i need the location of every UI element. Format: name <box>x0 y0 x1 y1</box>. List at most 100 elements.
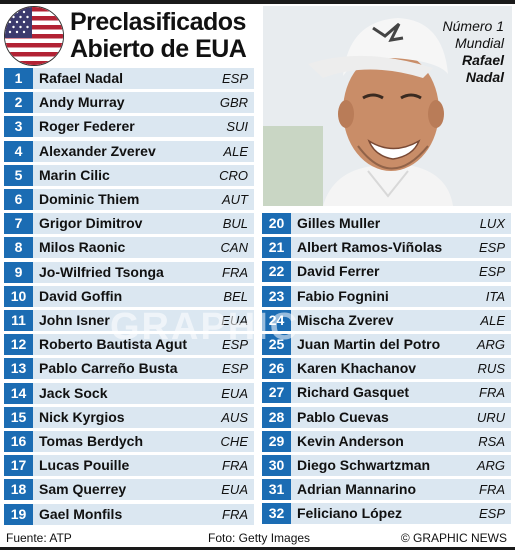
seed-number: 32 <box>262 503 291 525</box>
seed-number: 19 <box>4 503 33 525</box>
country-code: RSA <box>478 433 505 449</box>
country-code: FRA <box>479 482 505 498</box>
country-code: ESP <box>478 240 505 256</box>
seed-number: 21 <box>262 237 291 259</box>
seed-number: 7 <box>4 213 33 235</box>
seed-number: 11 <box>4 310 33 331</box>
page-title: Preclasificados Abierto de EUA <box>70 9 247 63</box>
title-line-2: Abierto de EUA <box>70 35 247 63</box>
seed-row: 6 Dominic Thiem AUT <box>4 189 254 210</box>
country-code: ESP <box>478 506 505 522</box>
country-code: SUI <box>226 119 248 135</box>
country-code: FRA <box>222 264 248 280</box>
seed-number: 30 <box>262 455 291 476</box>
country-code: ESP <box>478 264 505 280</box>
player-name: Albert Ramos-Viñolas <box>297 239 443 256</box>
footer-source: Fuente: ATP <box>6 531 72 545</box>
player-portrait-image <box>263 6 512 206</box>
country-code: ARG <box>476 337 505 352</box>
seed-row: 21 Albert Ramos-Viñolas ESP <box>262 237 511 259</box>
country-code: CHE <box>220 434 248 449</box>
player-name: Milos Raonic <box>39 239 126 256</box>
seed-number: 9 <box>4 261 33 283</box>
player-name: Adrian Mannarino <box>297 481 417 498</box>
player-name: Dominic Thiem <box>39 191 140 207</box>
bottom-rule <box>0 547 515 550</box>
seed-row: 13 Pablo Carreño Busta ESP <box>4 358 254 380</box>
seed-row: 3 Roger Federer SUI <box>4 116 254 138</box>
country-code: EUA <box>221 385 248 401</box>
seed-row: 11 John Isner EUA <box>4 310 254 331</box>
seed-number: 22 <box>262 261 291 283</box>
player-name: Marin Cilic <box>39 166 110 183</box>
seed-row: 12 Roberto Bautista Agut ESP <box>4 334 254 356</box>
player-name: Gael Monfils <box>39 505 123 522</box>
player-name: Diego Schwartzman <box>297 457 431 473</box>
seed-row: 10 David Goffin BEL <box>4 285 254 307</box>
country-code: ARG <box>476 458 505 473</box>
seed-row: 14 Jack Sock EUA <box>4 382 254 404</box>
country-code: EUA <box>221 482 248 498</box>
seed-row: 31 Adrian Mannarino FRA <box>262 479 511 501</box>
seed-number: 15 <box>4 406 33 428</box>
seed-row: 8 Milos Raonic CAN <box>4 237 254 259</box>
seed-row: 26 Karen Khachanov RUS <box>262 358 511 380</box>
country-code: FRA <box>479 385 505 401</box>
seed-number: 14 <box>4 382 33 404</box>
seed-row: 16 Tomas Berdych CHE <box>4 431 254 452</box>
country-code: BEL <box>223 288 248 304</box>
player-name: Tomas Berdych <box>39 433 143 449</box>
country-code: FRA <box>222 458 248 474</box>
caption-rank: Número 1 <box>442 18 504 34</box>
seed-number: 26 <box>262 358 291 380</box>
seed-number: 16 <box>4 431 33 452</box>
seed-row: 23 Fabio Fognini ITA <box>262 285 511 307</box>
seed-number: 1 <box>4 68 33 89</box>
seed-row: 18 Sam Querrey EUA <box>4 479 254 501</box>
player-name: Lucas Pouille <box>39 457 130 474</box>
seed-row: 17 Lucas Pouille FRA <box>4 455 254 477</box>
country-code: AUS <box>221 409 248 425</box>
player-name: Mischa Zverev <box>297 311 394 328</box>
country-code: BUL <box>222 216 248 232</box>
player-name: Juan Martin del Potro <box>297 336 441 352</box>
seed-number: 20 <box>262 213 291 234</box>
seed-number: 29 <box>262 430 291 452</box>
player-name: Karen Khachanov <box>297 360 417 377</box>
player-name: Sam Querrey <box>39 481 127 498</box>
country-code: ESP <box>221 71 248 86</box>
seed-number: 13 <box>4 358 33 380</box>
seed-row: 28 Pablo Cuevas URU <box>262 406 511 428</box>
player-name: Richard Gasquet <box>297 384 410 401</box>
seed-row: 24 Mischa Zverev ALE <box>262 309 511 331</box>
player-name: David Goffin <box>39 287 123 304</box>
country-code: RUS <box>477 361 505 377</box>
player-name: Rafael Nadal <box>39 70 124 86</box>
player-name: Gilles Muller <box>297 215 381 231</box>
player-name: Grigor Dimitrov <box>39 215 143 232</box>
country-code: URU <box>476 409 505 425</box>
seed-number: 6 <box>4 189 33 210</box>
seed-number: 2 <box>4 92 33 114</box>
footer-copyright: © GRAPHIC NEWS <box>400 531 507 545</box>
country-code: FRA <box>222 506 248 522</box>
seed-number: 3 <box>4 116 33 138</box>
player-name: David Ferrer <box>297 263 380 280</box>
player-name: Alexander Zverev <box>39 142 156 159</box>
seed-number: 17 <box>4 455 33 477</box>
player-name: Fabio Fognini <box>297 287 389 304</box>
player-name: Feliciano López <box>297 505 403 522</box>
country-code: AUT <box>222 192 248 207</box>
seed-row: 25 Juan Martin del Potro ARG <box>262 334 511 355</box>
seed-number: 10 <box>4 285 33 307</box>
player-name: Andy Murray <box>39 94 125 111</box>
seed-row: 27 Richard Gasquet FRA <box>262 382 511 404</box>
usa-flag-icon <box>4 6 64 66</box>
country-code: ALE <box>480 312 505 328</box>
seed-row: 1 Rafael Nadal ESP <box>4 68 254 89</box>
seed-row: 29 Kevin Anderson RSA <box>262 430 511 452</box>
top-rule <box>0 0 515 4</box>
seed-number: 31 <box>262 479 291 501</box>
seed-number: 23 <box>262 285 291 307</box>
caption-world: Mundial <box>454 35 504 51</box>
